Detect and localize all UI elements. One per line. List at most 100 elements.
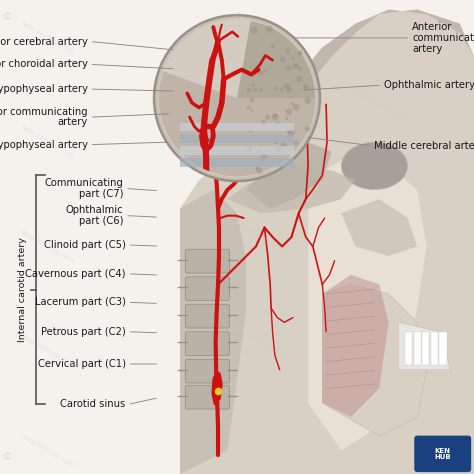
Text: Clinoid part (C5): Clinoid part (C5) bbox=[44, 240, 126, 250]
Circle shape bbox=[292, 104, 300, 110]
FancyBboxPatch shape bbox=[185, 332, 229, 356]
Polygon shape bbox=[405, 332, 412, 365]
Text: www.kenhub.com: www.kenhub.com bbox=[232, 323, 289, 359]
Polygon shape bbox=[422, 332, 429, 365]
FancyBboxPatch shape bbox=[185, 385, 229, 409]
Text: Carotid sinus: Carotid sinus bbox=[60, 399, 126, 409]
Polygon shape bbox=[180, 190, 246, 474]
Circle shape bbox=[296, 75, 303, 82]
Polygon shape bbox=[180, 135, 294, 143]
Text: Superior hypophyseal artery: Superior hypophyseal artery bbox=[0, 84, 88, 94]
Polygon shape bbox=[439, 332, 447, 365]
Text: Anterior choroidal artery: Anterior choroidal artery bbox=[0, 59, 88, 70]
Polygon shape bbox=[322, 284, 427, 436]
Text: www.kenhub.com: www.kenhub.com bbox=[19, 432, 76, 468]
Text: www.kenhub.com: www.kenhub.com bbox=[19, 124, 76, 160]
Text: ©: © bbox=[2, 452, 12, 462]
Circle shape bbox=[303, 84, 308, 89]
Circle shape bbox=[294, 140, 299, 146]
Text: Inferior hypophyseal artery: Inferior hypophyseal artery bbox=[0, 139, 88, 150]
Circle shape bbox=[256, 150, 261, 155]
FancyBboxPatch shape bbox=[185, 249, 229, 273]
Circle shape bbox=[260, 154, 267, 161]
Circle shape bbox=[251, 83, 255, 87]
Circle shape bbox=[304, 85, 309, 90]
Circle shape bbox=[285, 117, 289, 120]
Circle shape bbox=[304, 98, 311, 104]
Text: www.kenhub.com: www.kenhub.com bbox=[232, 219, 289, 255]
Circle shape bbox=[273, 113, 277, 118]
Text: www.kenhub.com: www.kenhub.com bbox=[19, 20, 76, 56]
Circle shape bbox=[285, 48, 290, 53]
Polygon shape bbox=[180, 123, 294, 131]
Circle shape bbox=[158, 19, 316, 177]
Text: www.kenhub.com: www.kenhub.com bbox=[19, 333, 76, 369]
Wedge shape bbox=[237, 21, 315, 137]
Circle shape bbox=[259, 89, 263, 91]
Circle shape bbox=[265, 115, 270, 120]
Text: ©: © bbox=[2, 12, 12, 22]
Circle shape bbox=[254, 89, 257, 92]
Polygon shape bbox=[284, 9, 474, 114]
Polygon shape bbox=[180, 9, 474, 474]
Circle shape bbox=[285, 86, 292, 93]
Polygon shape bbox=[180, 158, 294, 167]
Circle shape bbox=[250, 109, 254, 112]
Text: Middle cerebral artery: Middle cerebral artery bbox=[374, 140, 474, 151]
Polygon shape bbox=[308, 152, 427, 450]
Ellipse shape bbox=[341, 142, 408, 190]
Circle shape bbox=[294, 64, 299, 69]
Circle shape bbox=[249, 98, 255, 103]
Circle shape bbox=[286, 109, 292, 115]
Circle shape bbox=[297, 51, 302, 55]
Polygon shape bbox=[341, 199, 417, 256]
Polygon shape bbox=[431, 332, 438, 365]
Polygon shape bbox=[180, 146, 294, 155]
Circle shape bbox=[246, 106, 250, 109]
Circle shape bbox=[273, 140, 278, 144]
Text: KEN
HUB: KEN HUB bbox=[434, 447, 451, 460]
Circle shape bbox=[271, 44, 274, 48]
Circle shape bbox=[291, 102, 294, 106]
Circle shape bbox=[246, 146, 252, 152]
Text: www.kenhub.com: www.kenhub.com bbox=[351, 86, 408, 122]
Circle shape bbox=[255, 167, 259, 170]
Text: Cavernous part (C4): Cavernous part (C4) bbox=[25, 269, 126, 279]
Polygon shape bbox=[398, 322, 450, 370]
Circle shape bbox=[292, 57, 295, 60]
Circle shape bbox=[280, 142, 287, 149]
Circle shape bbox=[305, 126, 310, 131]
Circle shape bbox=[298, 66, 302, 71]
Text: Communicating
part (C7): Communicating part (C7) bbox=[45, 178, 123, 199]
FancyBboxPatch shape bbox=[185, 277, 229, 301]
Circle shape bbox=[288, 129, 295, 136]
Circle shape bbox=[276, 121, 280, 125]
Circle shape bbox=[246, 88, 251, 92]
Text: Internal carotid artery: Internal carotid artery bbox=[18, 237, 27, 342]
Text: Anterior cerebral artery: Anterior cerebral artery bbox=[0, 36, 88, 47]
Circle shape bbox=[297, 51, 302, 55]
Circle shape bbox=[280, 56, 285, 62]
Wedge shape bbox=[159, 72, 315, 176]
Circle shape bbox=[248, 128, 252, 132]
Circle shape bbox=[275, 146, 282, 152]
Text: www.kenhub.com: www.kenhub.com bbox=[351, 219, 408, 255]
Polygon shape bbox=[414, 332, 421, 365]
Text: Cervical part (C1): Cervical part (C1) bbox=[37, 359, 126, 369]
Polygon shape bbox=[322, 275, 389, 417]
Circle shape bbox=[261, 120, 266, 126]
Circle shape bbox=[286, 64, 292, 71]
Circle shape bbox=[251, 71, 256, 76]
Text: Ophthalmic
part (C6): Ophthalmic part (C6) bbox=[65, 205, 123, 226]
Circle shape bbox=[283, 83, 290, 89]
Text: www.kenhub.com: www.kenhub.com bbox=[19, 228, 76, 264]
Text: Posterior communicating
artery: Posterior communicating artery bbox=[0, 107, 88, 128]
Circle shape bbox=[250, 27, 257, 34]
Circle shape bbox=[292, 64, 298, 68]
Text: Ophthalmic artery: Ophthalmic artery bbox=[384, 80, 474, 91]
Circle shape bbox=[263, 70, 267, 73]
Polygon shape bbox=[228, 166, 356, 213]
Text: Petrous part (C2): Petrous part (C2) bbox=[41, 327, 126, 337]
Polygon shape bbox=[246, 142, 332, 209]
Circle shape bbox=[272, 113, 279, 121]
